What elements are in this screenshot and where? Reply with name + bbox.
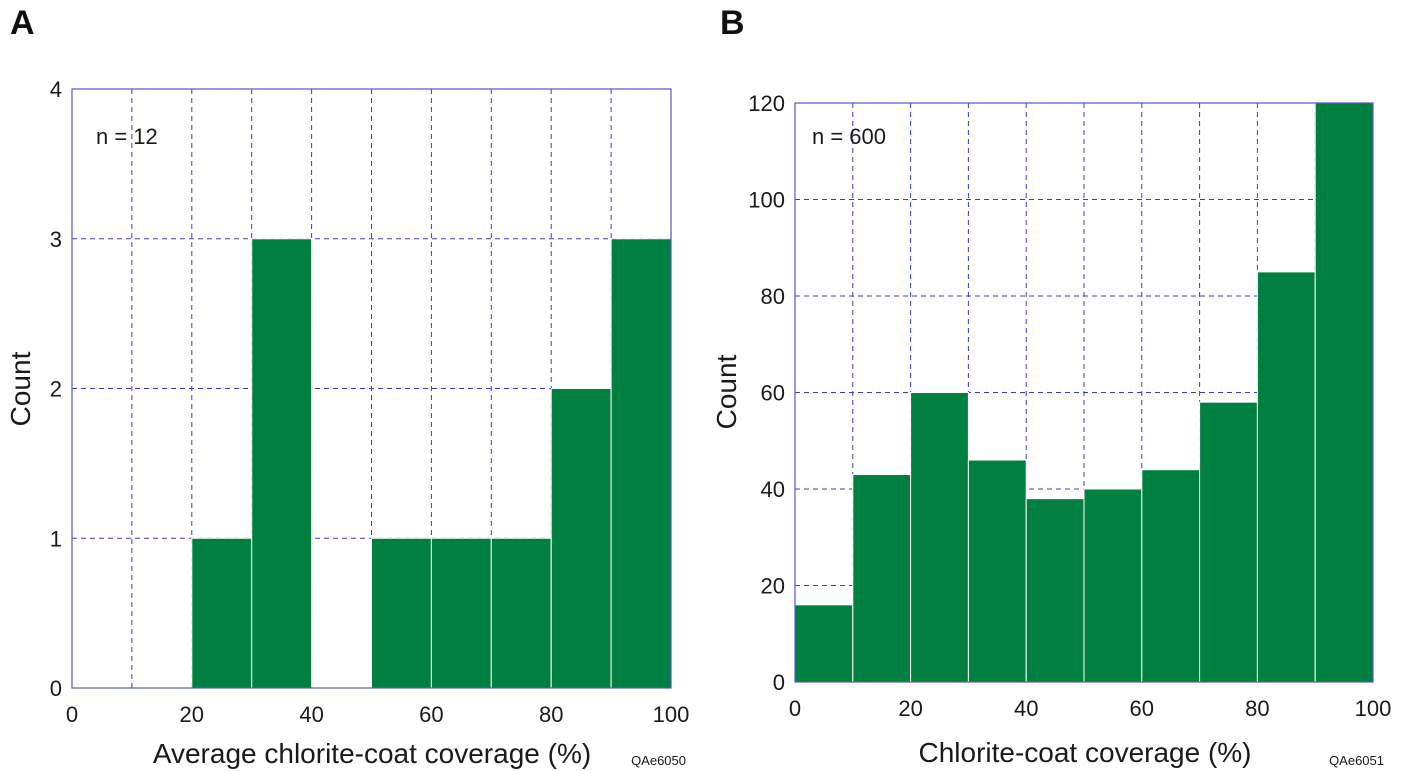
bar-a-bin-9: [610, 238, 672, 689]
sample-size-b: n = 600: [812, 124, 886, 149]
x-ticks-a: 0 20 40 60 80 100: [66, 702, 689, 727]
y-ticks-b: 0 20 40 60 80 100 120: [748, 91, 785, 695]
bar-b-bin-1: [852, 474, 912, 683]
x-tick-label: 100: [653, 702, 690, 727]
x-tick-label: 20: [898, 696, 922, 721]
bar-b-bin-9: [1314, 102, 1374, 683]
y-tick-label: 40: [761, 477, 785, 502]
y-tick-label: 0: [773, 670, 785, 695]
y-tick-label: 20: [761, 574, 785, 599]
plot-frame-a: [71, 88, 672, 689]
bar-a-bin-5: [371, 537, 432, 689]
panel-b: B 0 20 40 60 80 100 120 0 20 40 60 80 100 n = 600 C…: [711, 4, 1391, 768]
figure-code-b: QAe6051: [1329, 753, 1384, 768]
bar-b-bin-2: [910, 392, 969, 683]
y-ticks-a: 0 1 2 3 4: [50, 77, 62, 701]
sample-size-a: n = 12: [96, 124, 158, 149]
x-tick-label: 100: [1355, 696, 1392, 721]
bar-a-bin-7: [490, 537, 552, 689]
bar-a-bin-8: [550, 388, 612, 689]
bar-group-a: [191, 238, 672, 689]
x-tick-label: 80: [539, 702, 563, 727]
panel-letter-a: A: [10, 4, 35, 42]
x-tick-label: 40: [299, 702, 323, 727]
bar-a-bin-3: [251, 238, 313, 689]
panel-letter-b: B: [720, 4, 745, 42]
panel-a: A 0 1 2 3 4 0 20 40 60 80 100 n = 12 Count Averag…: [5, 4, 689, 769]
x-axis-title-a: Average chlorite-coat coverage (%): [153, 738, 591, 769]
y-tick-label: 4: [50, 77, 62, 102]
y-tick-label: 100: [748, 188, 785, 213]
x-axis-title-b: Chlorite-coat coverage (%): [918, 737, 1251, 768]
x-tick-label: 0: [789, 696, 801, 721]
bar-b-bin-4: [1025, 498, 1085, 683]
bar-b-bin-5: [1083, 488, 1143, 683]
y-tick-label: 2: [50, 377, 62, 402]
bar-b-bin-7: [1199, 401, 1258, 683]
y-axis-title-b: Count: [711, 354, 742, 429]
bar-a-bin-6: [430, 537, 492, 689]
x-tick-label: 40: [1014, 696, 1038, 721]
bar-b-bin-3: [967, 459, 1027, 683]
x-tick-label: 0: [66, 702, 78, 727]
y-tick-label: 60: [761, 381, 785, 406]
bar-b-bin-8: [1256, 271, 1316, 683]
y-tick-label: 120: [748, 91, 785, 116]
bar-group-b: [794, 102, 1374, 683]
bar-b-bin-0: [794, 604, 854, 683]
y-axis-title-a: Count: [5, 351, 36, 426]
bar-a-bin-2: [191, 537, 253, 689]
y-tick-label: 3: [50, 227, 62, 252]
x-tick-label: 20: [180, 702, 204, 727]
y-tick-label: 0: [50, 676, 62, 701]
y-tick-label: 1: [50, 526, 62, 551]
figure-code-a: QAe6050: [631, 753, 686, 768]
x-tick-label: 60: [1130, 696, 1154, 721]
x-ticks-b: 0 20 40 60 80 100: [789, 696, 1391, 721]
x-tick-label: 80: [1245, 696, 1269, 721]
plot-frame-b: [794, 102, 1374, 683]
x-tick-label: 60: [419, 702, 443, 727]
y-tick-label: 80: [761, 284, 785, 309]
bar-b-bin-6: [1141, 469, 1201, 683]
